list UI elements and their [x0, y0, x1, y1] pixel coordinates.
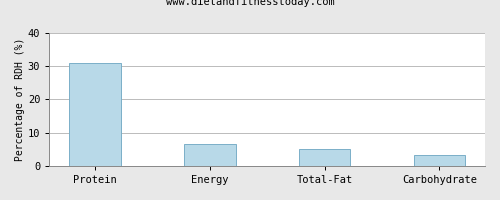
Y-axis label: Percentage of RDH (%): Percentage of RDH (%)	[15, 38, 25, 161]
Text: www.dietandfitnesstoday.com: www.dietandfitnesstoday.com	[166, 0, 334, 7]
Bar	[298, 149, 350, 166]
Bar	[184, 144, 236, 166]
Bar	[414, 155, 465, 166]
Bar	[69, 63, 121, 166]
